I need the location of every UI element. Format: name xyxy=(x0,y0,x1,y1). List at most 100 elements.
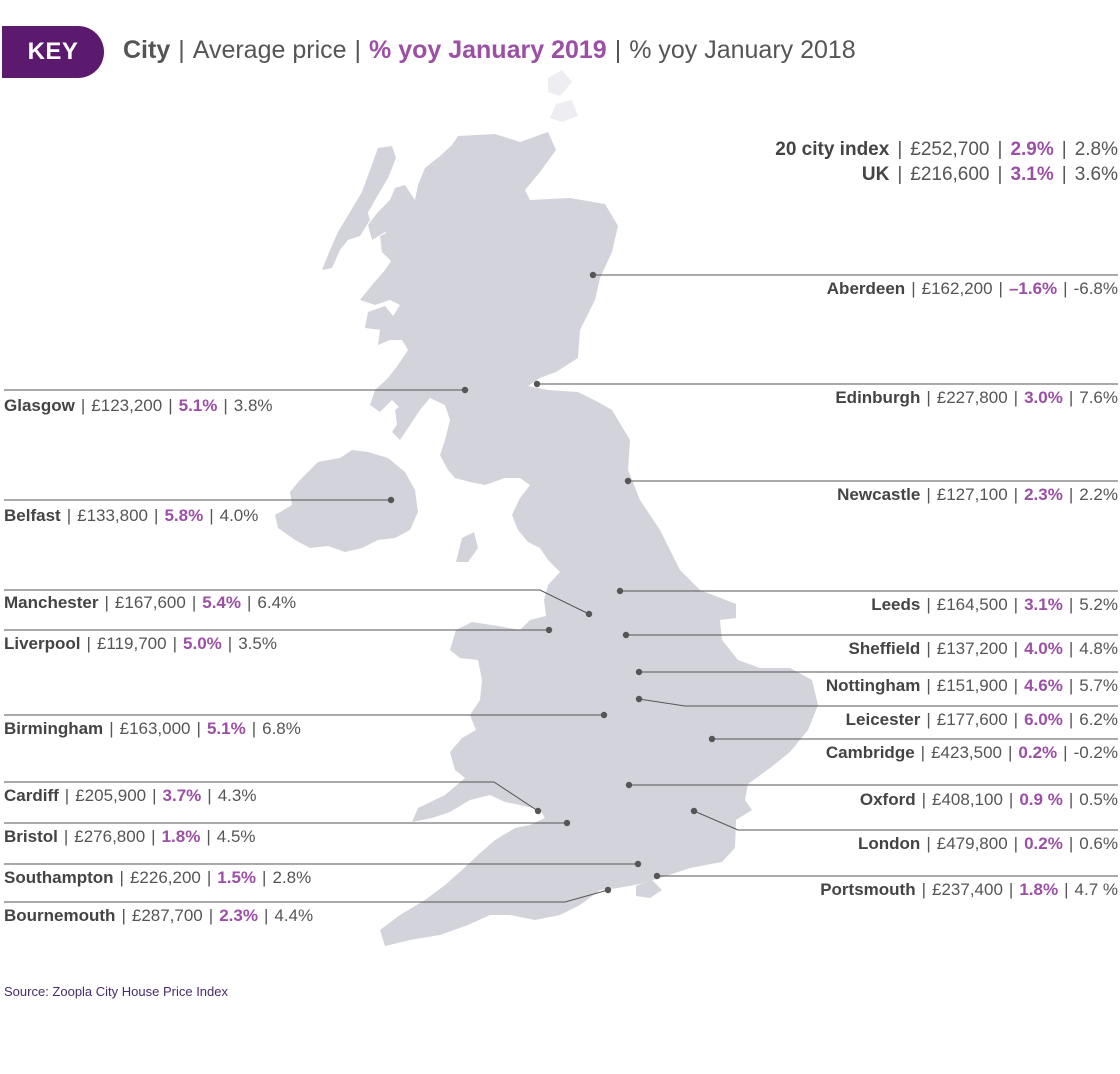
city-price: £237,400 xyxy=(932,880,1003,899)
city-yoy-2019: 2.3% xyxy=(1024,485,1063,504)
city-marker-southampton xyxy=(634,860,642,868)
leader-line-manchester xyxy=(4,589,590,615)
city-name: Liverpool xyxy=(4,634,81,653)
city-yoy-2019: 2.3% xyxy=(219,906,258,925)
city-marker-cardiff xyxy=(534,807,542,815)
city-label-birmingham: Birmingham | £163,000 | 5.1% | 6.8% xyxy=(4,719,301,738)
city-yoy-2019: 5.1% xyxy=(178,396,218,415)
city-marker-bournemouth xyxy=(604,886,612,894)
summary-20-city-index: 20 city index | £252,700 | 2.9% | 2.8% xyxy=(775,139,1118,160)
city-marker-newcastle xyxy=(624,477,632,485)
city-marker-cambridge xyxy=(708,735,716,743)
city-yoy-2019: 0.2% xyxy=(1018,743,1058,762)
city-label-belfast: Belfast | £133,800 | 5.8% | 4.0% xyxy=(4,506,259,525)
city-label-oxford: Oxford | £408,100 | 0.9 % | 0.5% xyxy=(859,790,1118,809)
city-price: £162,200 xyxy=(921,279,993,298)
city-marker-edinburgh xyxy=(533,380,541,388)
city-price: £163,000 xyxy=(119,719,191,738)
city-label-edinburgh: Edinburgh | £227,800 | 3.0% | 7.6% xyxy=(835,388,1118,407)
city-yoy-2019: 1.8% xyxy=(161,827,201,846)
city-yoy-2019: 0.9 % xyxy=(1019,790,1063,809)
key-badge: KEY xyxy=(2,26,104,78)
isle-of-man xyxy=(456,532,478,562)
city-name: Manchester xyxy=(4,593,99,612)
city-price: £408,100 xyxy=(932,790,1003,809)
city-price: £287,700 xyxy=(131,906,203,925)
city-label-glasgow: Glasgow | £123,200 | 5.1% | 3.8% xyxy=(4,396,273,415)
city-name: Cambridge xyxy=(825,743,915,762)
city-name: Newcastle xyxy=(837,485,921,504)
leader-line-cardiff xyxy=(4,781,539,812)
city-name: Southampton xyxy=(4,868,114,887)
city-name: London xyxy=(858,834,921,853)
city-yoy-2018: 2.2% xyxy=(1079,485,1118,504)
city-yoy-2018: 3.5% xyxy=(238,634,277,653)
city-yoy-2018: 4.5% xyxy=(216,827,256,846)
city-marker-belfast xyxy=(387,496,395,504)
city-price: £423,500 xyxy=(931,743,1002,762)
outer-hebrides xyxy=(322,146,396,270)
leader-line-london xyxy=(693,810,1118,831)
city-price: £151,900 xyxy=(936,676,1008,695)
city-price: £137,200 xyxy=(936,639,1008,658)
city-yoy-2018: 4.3% xyxy=(217,786,257,805)
city-marker-bristol xyxy=(563,819,571,827)
city-label-bournemouth: Bournemouth | £287,700 | 2.3% | 4.4% xyxy=(4,906,314,925)
city-markers xyxy=(387,271,716,894)
city-label-southampton: Southampton | £226,200 | 1.5% | 2.8% xyxy=(4,868,312,887)
city-yoy-2018: 5.2% xyxy=(1079,595,1118,614)
city-yoy-2018: 0.6% xyxy=(1079,834,1118,853)
city-yoy-2018: 4.7 % xyxy=(1074,880,1118,899)
city-label-nottingham: Nottingham | £151,900 | 4.6% | 5.7% xyxy=(825,676,1118,695)
city-marker-oxford xyxy=(625,781,633,789)
city-marker-birmingham xyxy=(600,711,608,719)
city-yoy-2018: 0.5% xyxy=(1079,790,1118,809)
source-note: Source: Zoopla City House Price Index xyxy=(4,984,228,999)
city-name: Cardiff xyxy=(4,786,59,805)
city-marker-sheffield xyxy=(622,631,630,639)
city-label-leicester: Leicester | £177,600 | 6.0% | 6.2% xyxy=(845,710,1118,729)
city-yoy-2019: 3.7% xyxy=(162,786,202,805)
city-price: £123,200 xyxy=(91,396,163,415)
city-yoy-2018: -0.2% xyxy=(1073,743,1118,762)
city-yoy-2018: 4.0% xyxy=(219,506,259,525)
key-yoy-2019: % yoy January 2019 xyxy=(369,36,607,64)
city-marker-manchester xyxy=(585,610,593,618)
city-label-newcastle: Newcastle | £127,100 | 2.3% | 2.2% xyxy=(837,485,1118,504)
leader-line-bournemouth xyxy=(4,889,609,903)
great-britain-landmass xyxy=(360,132,818,946)
key-city: City xyxy=(123,36,171,64)
city-label-manchester: Manchester | £167,600 | 5.4% | 6.4% xyxy=(4,593,297,612)
city-label-cambridge: Cambridge | £423,500 | 0.2% | -0.2% xyxy=(825,743,1118,762)
northern-ireland-landmass xyxy=(275,450,418,552)
isle-of-mull xyxy=(365,306,395,330)
city-yoy-2019: 0.2% xyxy=(1024,834,1063,853)
city-yoy-2018: 5.7% xyxy=(1079,676,1118,695)
city-yoy-2018: 3.8% xyxy=(233,396,273,415)
city-name: Leicester xyxy=(845,710,921,729)
city-marker-liverpool xyxy=(545,626,553,634)
city-marker-glasgow xyxy=(461,386,469,394)
city-name: Birmingham xyxy=(4,719,104,738)
city-yoy-2019: 5.8% xyxy=(164,506,204,525)
summary-uk: UK | £216,600 | 3.1% | 3.6% xyxy=(861,164,1118,185)
city-marker-nottingham xyxy=(635,668,643,676)
key-average-price: Average price xyxy=(192,36,347,64)
city-price: £127,100 xyxy=(936,485,1008,504)
city-yoy-2018: 6.4% xyxy=(257,593,297,612)
city-yoy-2019: 1.5% xyxy=(217,868,257,887)
city-label-leeds: Leeds | £164,500 | 3.1% | 5.2% xyxy=(871,595,1118,614)
city-yoy-2019: 6.0% xyxy=(1024,710,1063,729)
city-price: £479,800 xyxy=(936,834,1008,853)
city-price: £205,900 xyxy=(75,786,147,805)
city-name: Edinburgh xyxy=(835,388,921,407)
city-yoy-2019: 5.4% xyxy=(202,593,241,612)
city-yoy-2019: 5.0% xyxy=(183,634,222,653)
city-price: £167,600 xyxy=(114,593,186,612)
summary-yoy-2018: 2.8% xyxy=(1074,139,1118,160)
city-label-cardiff: Cardiff | £205,900 | 3.7% | 4.3% xyxy=(4,786,257,805)
city-price: £164,500 xyxy=(936,595,1008,614)
leader-line-leicester xyxy=(638,698,1118,707)
city-label-bristol: Bristol | £276,800 | 1.8% | 4.5% xyxy=(4,827,256,846)
